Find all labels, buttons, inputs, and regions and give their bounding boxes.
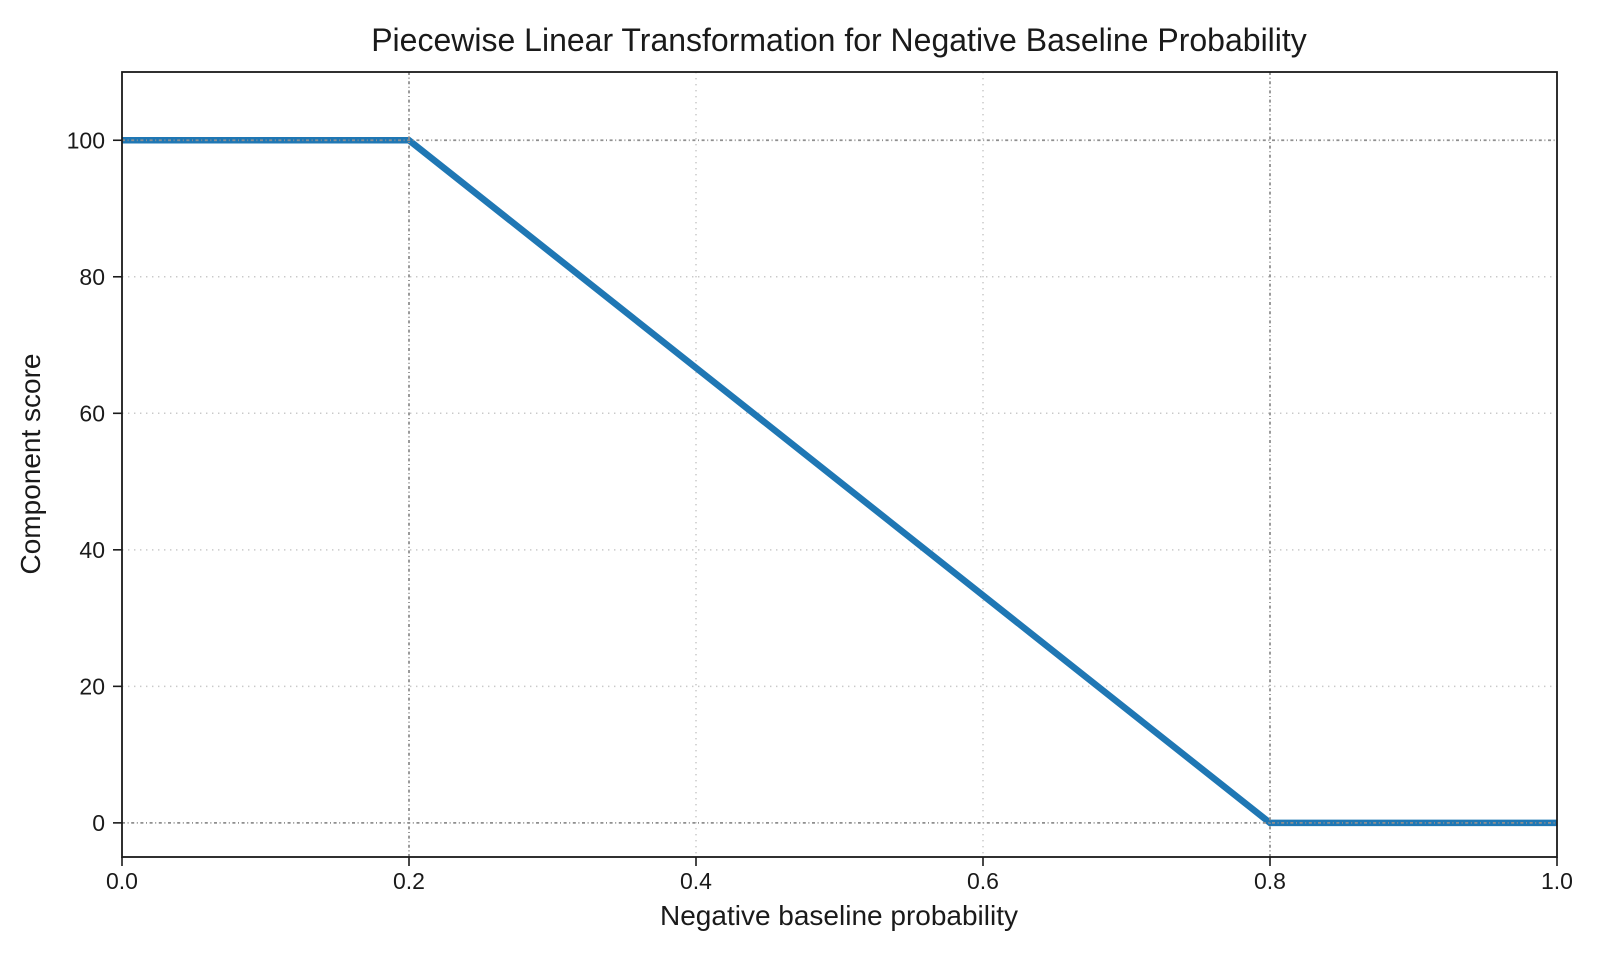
x-tick-labels: 0.0 0.2 0.4 0.6 0.8 1.0	[106, 868, 1573, 894]
y-tick-label: 60	[79, 400, 105, 426]
x-tick-label: 1.0	[1541, 868, 1573, 894]
plot-frame	[121, 71, 1558, 858]
y-tick-label: 20	[79, 673, 105, 699]
series-line-component-score	[122, 137, 1557, 827]
x-tick-label: 0.0	[106, 868, 138, 894]
chart-title: Piecewise Linear Transformation for Nega…	[371, 22, 1307, 58]
x-tick-label: 0.6	[967, 868, 999, 894]
reference-lines	[122, 72, 1557, 857]
y-tick-labels: 0 20 40 60 80 100	[67, 127, 105, 836]
y-axis-label: Component score	[15, 353, 46, 574]
gridlines	[122, 72, 1557, 857]
y-tick-label: 0	[92, 810, 105, 836]
x-tick-label: 0.4	[680, 868, 712, 894]
y-tick-label: 80	[79, 264, 105, 290]
axis-tick-marks	[113, 139, 1558, 866]
y-tick-label: 100	[67, 127, 105, 153]
x-tick-label: 0.2	[393, 868, 425, 894]
x-axis-label: Negative baseline probability	[660, 900, 1018, 931]
y-tick-label: 40	[79, 537, 105, 563]
series-lines	[122, 137, 1557, 827]
x-tick-label: 0.8	[1254, 868, 1286, 894]
